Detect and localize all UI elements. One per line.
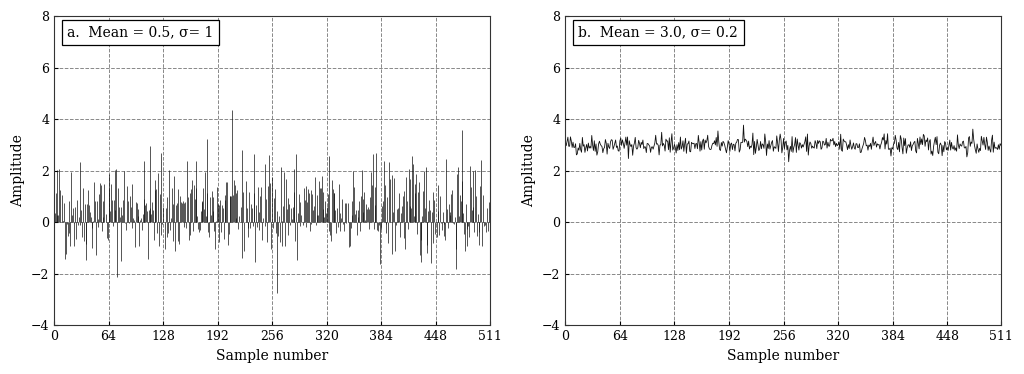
Text: a.  Mean = 0.5, σ= 1: a. Mean = 0.5, σ= 1 [68,25,213,39]
Y-axis label: Amplitude: Amplitude [522,134,537,207]
X-axis label: Sample number: Sample number [727,349,840,363]
Y-axis label: Amplitude: Amplitude [11,134,26,207]
X-axis label: Sample number: Sample number [216,349,328,363]
Text: b.  Mean = 3.0, σ= 0.2: b. Mean = 3.0, σ= 0.2 [579,25,738,39]
